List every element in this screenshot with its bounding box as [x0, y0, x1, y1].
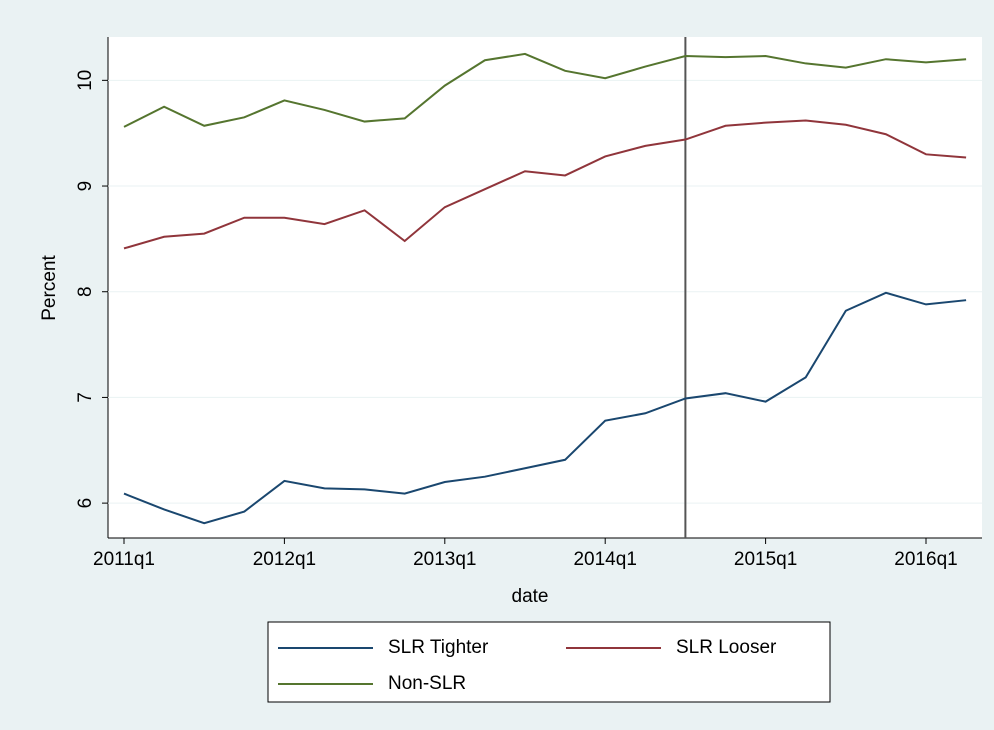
legend-label: Non-SLR: [388, 673, 466, 694]
x-tick-label: 2011q1: [93, 549, 155, 570]
y-axis-title: Percent: [39, 255, 60, 321]
x-tick-label: 2012q1: [253, 549, 316, 570]
y-tick-label: 8: [75, 286, 96, 297]
x-tick-label: 2015q1: [734, 549, 797, 570]
x-tick-label: 2014q1: [573, 549, 636, 570]
legend: [267, 621, 831, 703]
series-line: [123, 52, 967, 128]
x-tick-label: 2013q1: [413, 549, 476, 570]
legend-label: SLR Tighter: [388, 637, 489, 658]
x-axis-title: date: [512, 586, 549, 607]
y-tick-label: 7: [75, 392, 96, 403]
series-line: [123, 291, 967, 525]
legend-label: SLR Looser: [676, 637, 777, 658]
x-tick-label: 2016q1: [894, 549, 957, 570]
y-tick-label: 6: [75, 498, 96, 509]
plot-area: [108, 37, 982, 538]
series-line: [123, 119, 967, 250]
y-tick-label: 10: [75, 70, 96, 91]
y-tick-label: 9: [75, 181, 96, 192]
